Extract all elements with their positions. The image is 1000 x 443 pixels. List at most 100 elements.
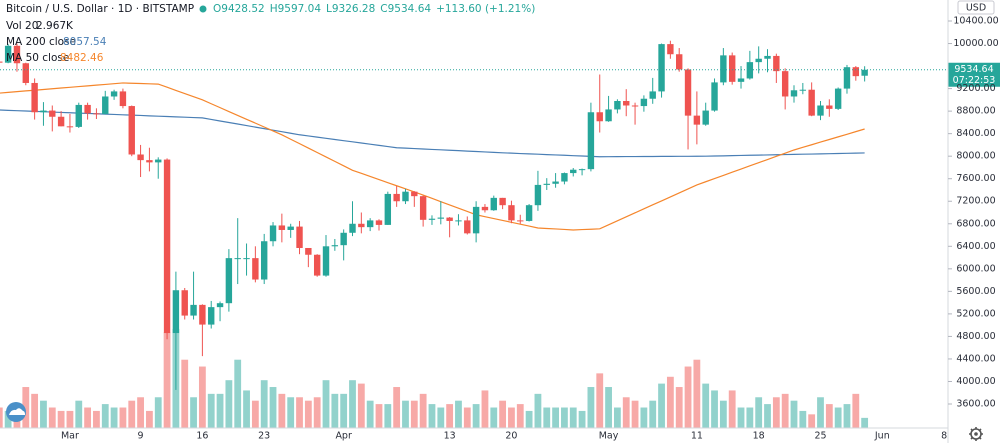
volume-bar bbox=[225, 380, 233, 428]
volume-bar bbox=[455, 400, 462, 428]
volume-bar bbox=[287, 397, 295, 428]
y-tick-label: 3600.00 bbox=[956, 399, 995, 410]
candle-body bbox=[684, 69, 692, 116]
volume-bar bbox=[304, 400, 312, 428]
candle-body bbox=[287, 226, 294, 230]
candle-body bbox=[852, 67, 860, 77]
ohlc-value: L9326.28 bbox=[326, 3, 375, 15]
volume-bar bbox=[84, 407, 91, 428]
y-tick-label: 4400.00 bbox=[956, 353, 995, 364]
volume-bar bbox=[552, 407, 559, 428]
candle-body bbox=[137, 154, 144, 161]
volume-bar bbox=[75, 400, 83, 428]
volume-bar bbox=[622, 397, 630, 428]
volume-bar bbox=[40, 400, 47, 428]
price-tag-label: 9534.64 bbox=[954, 64, 993, 75]
volume-bar bbox=[463, 407, 471, 428]
volume-bar bbox=[31, 393, 39, 428]
candle-body bbox=[119, 91, 127, 107]
candle-body bbox=[578, 169, 586, 171]
candle-body bbox=[817, 105, 824, 116]
volume-bar bbox=[340, 393, 348, 428]
ma-legend-name: MA 50 close bbox=[6, 52, 69, 64]
x-tick-label: 11 bbox=[691, 431, 703, 442]
volume-bar bbox=[384, 404, 392, 428]
candle-body bbox=[614, 100, 621, 110]
ohlc-value: O9428.52 bbox=[213, 3, 265, 15]
x-tick-label: May bbox=[599, 431, 619, 442]
candle-body bbox=[57, 116, 65, 127]
currency-box[interactable] bbox=[957, 0, 995, 15]
x-tick-label: 18 bbox=[753, 431, 765, 442]
y-tick-label: 9200.00 bbox=[956, 83, 995, 94]
x-tick-label: 16 bbox=[196, 431, 208, 442]
candle-body bbox=[208, 307, 215, 325]
candle-body bbox=[163, 159, 171, 334]
volume-bar bbox=[207, 393, 215, 428]
candle-body bbox=[437, 217, 444, 219]
moving-averages bbox=[0, 82, 865, 231]
candle-body bbox=[843, 67, 851, 89]
volume-bar bbox=[57, 410, 65, 428]
candle-body bbox=[464, 220, 471, 234]
y-tick-label: 5600.00 bbox=[956, 286, 995, 297]
volume-bar bbox=[658, 383, 665, 428]
candle-body bbox=[711, 82, 718, 111]
volume-bar bbox=[375, 404, 383, 428]
candle-body bbox=[102, 96, 109, 114]
y-tick-label: 7600.00 bbox=[956, 173, 995, 184]
candle-body bbox=[746, 62, 754, 79]
candle-body bbox=[472, 206, 480, 234]
volume-bar bbox=[516, 404, 524, 428]
volume-bar bbox=[296, 397, 303, 428]
candle-body bbox=[693, 115, 701, 125]
candle-body bbox=[190, 304, 197, 316]
volume-bar bbox=[587, 387, 595, 428]
ohlc-value: +113.60 (+1.21%) bbox=[436, 3, 535, 15]
volume-bar bbox=[746, 407, 754, 428]
currency-label[interactable]: USD bbox=[966, 3, 986, 14]
volume-bar bbox=[419, 393, 427, 428]
volume-bar bbox=[278, 393, 286, 428]
volume-bar bbox=[349, 380, 356, 428]
y-tick-label: 6000.00 bbox=[956, 263, 995, 274]
ma-legend-value: 8057.54 bbox=[63, 36, 107, 48]
candle-body bbox=[428, 218, 436, 220]
candle-body bbox=[596, 112, 603, 122]
volume-bar bbox=[861, 417, 869, 428]
candle-body bbox=[623, 100, 630, 106]
volume-bar bbox=[269, 387, 277, 428]
candle-body bbox=[534, 184, 542, 206]
volume-bar bbox=[119, 407, 127, 428]
settings-button[interactable] bbox=[969, 427, 983, 441]
volume-bar bbox=[154, 397, 162, 428]
candle-body bbox=[84, 104, 91, 114]
candle-body bbox=[402, 191, 409, 202]
candle-body bbox=[366, 220, 374, 228]
volume-bar bbox=[693, 359, 701, 428]
volume-bar bbox=[322, 380, 330, 428]
volume-bar bbox=[198, 366, 206, 428]
candle-body bbox=[631, 105, 639, 107]
candle-body bbox=[525, 205, 533, 221]
candle-body bbox=[728, 55, 736, 82]
volume-bar bbox=[719, 400, 727, 428]
ma-legend-value: 8482.46 bbox=[60, 52, 104, 64]
volume-bar bbox=[66, 410, 74, 428]
volume-bar bbox=[596, 373, 604, 428]
volume-bar bbox=[163, 332, 171, 428]
candle-body bbox=[790, 90, 798, 97]
volume-bar bbox=[499, 400, 507, 428]
candle-body bbox=[702, 110, 709, 125]
candle-body bbox=[252, 258, 259, 280]
logo[interactable] bbox=[6, 402, 26, 422]
candle-body bbox=[508, 205, 515, 221]
volume-bar bbox=[640, 407, 648, 428]
candle-body bbox=[676, 54, 683, 70]
candle-body bbox=[172, 290, 180, 334]
candles bbox=[0, 40, 868, 390]
x-tick-label: Mar bbox=[61, 431, 79, 442]
x-tick-label: 25 bbox=[814, 431, 826, 442]
